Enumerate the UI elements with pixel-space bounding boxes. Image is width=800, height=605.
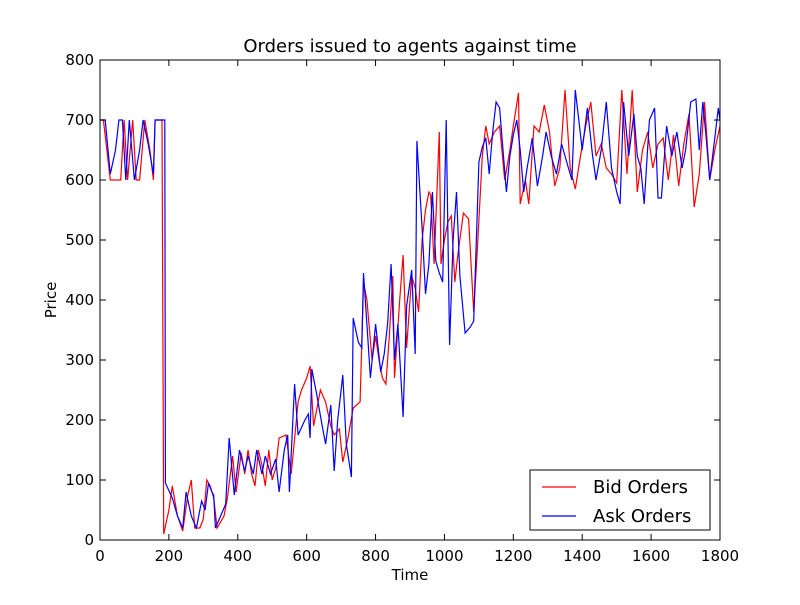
- y-tick-label: 700: [65, 111, 94, 129]
- x-tick-label: 800: [361, 547, 390, 565]
- series-layer: [100, 89, 721, 535]
- x-axis-label: Time: [391, 566, 429, 584]
- legend-label-bid-orders: Bid Orders: [593, 477, 688, 498]
- x-tick-label: 1800: [701, 547, 739, 565]
- x-tick-label: 1000: [425, 547, 463, 565]
- legend: Bid Orders Ask Orders: [529, 469, 711, 531]
- y-tick-label: 200: [65, 411, 94, 429]
- y-tick-label: 500: [65, 231, 94, 249]
- series-line-ask-orders: [100, 89, 721, 531]
- x-tick-label: 0: [95, 547, 105, 565]
- legend-box: [529, 469, 711, 531]
- x-tick-label: 200: [155, 547, 184, 565]
- series-line-bid-orders: [100, 89, 721, 535]
- y-tick-label: 100: [65, 471, 94, 489]
- y-tick-label: 300: [65, 351, 94, 369]
- tick-layer: 0 200 400 600 800 1000 1200 1400 1600 1800 0 100 200…: [65, 51, 739, 565]
- y-axis-label: Price: [42, 282, 60, 319]
- chart-title: Orders issued to agents against time: [243, 36, 576, 57]
- legend-label-ask-orders: Ask Orders: [593, 506, 691, 527]
- y-tick-label: 600: [65, 171, 94, 189]
- y-tick-label: 400: [65, 291, 94, 309]
- y-tick-label: 800: [65, 51, 94, 69]
- y-tick-label: 0: [84, 531, 94, 549]
- x-tick-label: 400: [223, 547, 252, 565]
- plot-frame: [99, 59, 721, 541]
- x-tick-label: 600: [292, 547, 321, 565]
- x-tick-label: 1400: [563, 547, 601, 565]
- x-tick-label: 1200: [494, 547, 532, 565]
- x-tick-label: 1600: [632, 547, 670, 565]
